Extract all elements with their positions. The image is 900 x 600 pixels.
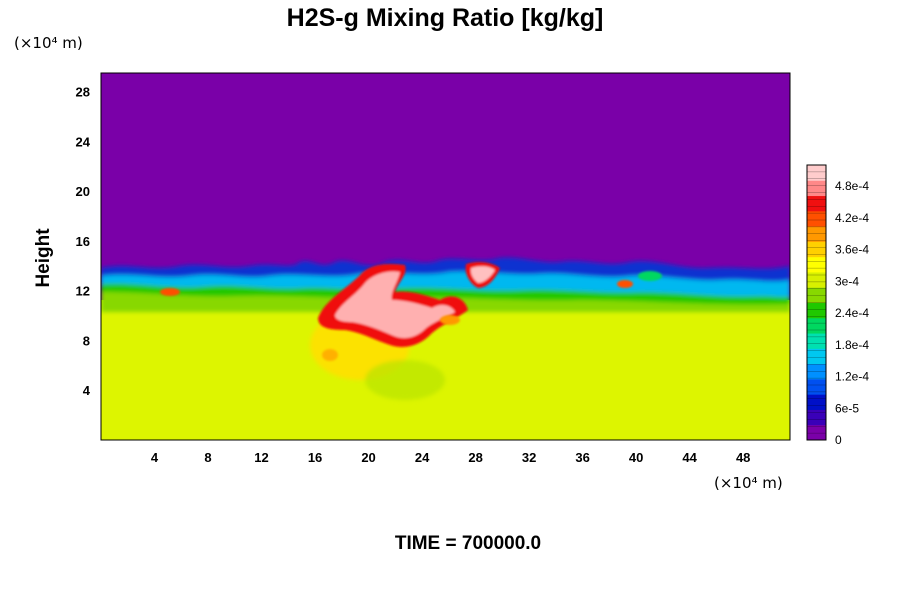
x-axis-ticks: 4 8 12 16 20 24 28 32 36 40 44 48: [151, 450, 751, 465]
interface-layer: [101, 257, 790, 312]
y-tick-label: 16: [76, 234, 90, 249]
colorbar-segment: [807, 226, 826, 242]
y-tick-label: 12: [76, 284, 90, 299]
y-tick-label: 8: [83, 333, 90, 348]
core-pink-left: [335, 271, 455, 338]
colorbar-segment: [807, 287, 826, 303]
colorbar-tick-label: 1.2e-4: [835, 370, 869, 384]
time-label: TIME = 700000.0: [395, 533, 541, 554]
x-tick-label: 36: [575, 450, 589, 465]
colorbar-segment: [807, 241, 826, 258]
x-tick-label: 32: [522, 450, 536, 465]
colorbar-segment: [807, 363, 826, 380]
colorbar-frame: [806, 164, 827, 441]
colorbar-tick-label: 1.8e-4: [835, 338, 869, 352]
colorbar-tick-label: 6e-5: [835, 401, 859, 415]
colorbar: [806, 164, 827, 441]
x-axis-unit: (×10⁴ m): [714, 474, 783, 492]
colorbar-segment: [807, 256, 826, 273]
colorbar-segment: [807, 409, 826, 426]
x-tick-label: 44: [682, 450, 697, 465]
colorbar-tick-label: 3e-4: [835, 274, 859, 288]
blob-red-2: [617, 280, 633, 288]
peak-core: [318, 261, 500, 347]
plume-low: [365, 360, 445, 400]
x-tick-label: 8: [204, 450, 211, 465]
colorbar-segment: [807, 195, 826, 212]
x-tick-label: 24: [415, 450, 430, 465]
x-tick-label: 4: [151, 450, 159, 465]
colorbar-tick-label: 0: [835, 433, 842, 447]
y-tick-label: 4: [83, 383, 91, 398]
y-tick-label: 28: [76, 85, 90, 100]
y-axis-label: Height: [33, 228, 54, 288]
y-axis-unit: (×10⁴ m): [14, 34, 83, 52]
colorbar-segment: [807, 348, 826, 365]
blob-orange-1: [322, 349, 338, 361]
core-pink-right: [470, 266, 495, 283]
colorbar-segment: [807, 317, 826, 334]
colorbar-segment: [807, 302, 826, 319]
y-axis-ticks: 4 8 12 16 20 24 28: [76, 85, 91, 399]
y-tick-label: 24: [76, 134, 91, 149]
colorbar-segment: [807, 333, 826, 349]
chart-title: H2S-g Mixing Ratio [kg/kg]: [287, 4, 604, 32]
x-tick-label: 20: [361, 450, 375, 465]
blob-red-1: [160, 288, 180, 296]
x-tick-label: 28: [468, 450, 482, 465]
colorbar-segment: [807, 271, 826, 288]
colorbar-tick-label: 2.4e-4: [835, 306, 869, 320]
colorbar-segment: [807, 210, 826, 227]
colorbar-segment: [807, 394, 826, 410]
colorbar-tick-label: 3.6e-4: [835, 243, 869, 257]
heatmap-field: [101, 73, 790, 440]
x-tick-label: 40: [629, 450, 643, 465]
x-tick-label: 48: [736, 450, 750, 465]
colorbar-segment: [807, 378, 826, 395]
colorbar-segment: [807, 165, 826, 181]
y-tick-label: 20: [76, 184, 90, 199]
colorbar-tick-label: 4.2e-4: [835, 211, 869, 225]
colorbar-tick-label: 4.8e-4: [835, 179, 869, 193]
colorbar-ticks: 0 6e-5 1.2e-4 1.8e-4 2.4e-4 3e-4 3.6e-4 4.2e-4 4…: [835, 179, 869, 447]
colorbar-segment: [807, 424, 826, 441]
colorbar-segment: [807, 180, 826, 197]
x-tick-label: 12: [254, 450, 268, 465]
plot-frame: [100, 72, 791, 441]
blob-green-1: [638, 271, 662, 281]
blob-orange-2: [440, 315, 460, 325]
x-tick-label: 16: [308, 450, 322, 465]
